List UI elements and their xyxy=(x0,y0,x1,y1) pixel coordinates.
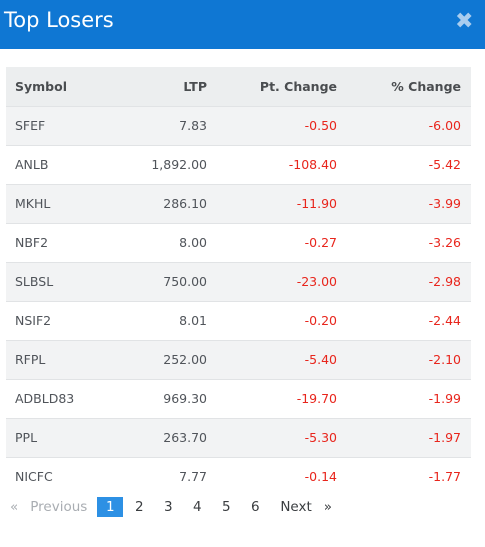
cell-symbol: ANLB xyxy=(15,157,49,172)
column-header-pct-change[interactable]: % Change xyxy=(391,78,461,94)
cell-pct-change: -2.44 xyxy=(428,313,461,328)
table-header-row: Symbol LTP Pt. Change % Change xyxy=(6,67,471,106)
page-4-button[interactable]: 4 xyxy=(193,499,202,515)
cell-symbol: SFEF xyxy=(15,118,46,133)
next-label: Next xyxy=(280,499,312,515)
cell-symbol: PPL xyxy=(15,430,38,445)
cell-symbol: NBF2 xyxy=(15,235,49,250)
cell-pt-change: -5.40 xyxy=(304,352,337,367)
page-3-button[interactable]: 3 xyxy=(164,499,173,515)
cell-pct-change: -2.98 xyxy=(428,274,461,289)
cell-ltp: 263.70 xyxy=(163,430,207,445)
cell-ltp: 1,892.00 xyxy=(151,157,207,172)
cell-ltp: 969.30 xyxy=(163,391,207,406)
table-row[interactable]: SFEF 7.83 -0.50 -6.00 xyxy=(6,106,471,145)
cell-pt-change: -0.14 xyxy=(304,469,337,485)
cell-ltp: 7.77 xyxy=(179,469,207,485)
cell-pt-change: -0.20 xyxy=(304,313,337,328)
cell-pct-change: -1.77 xyxy=(428,469,461,485)
cell-ltp: 8.01 xyxy=(179,313,207,328)
table-row[interactable]: ANLB 1,892.00 -108.40 -5.42 xyxy=(6,145,471,184)
cell-ltp: 286.10 xyxy=(163,196,207,211)
table-row[interactable]: ADBLD83 969.30 -19.70 -1.99 xyxy=(6,379,471,418)
cell-pct-change: -1.97 xyxy=(428,430,461,445)
cell-ltp: 252.00 xyxy=(163,352,207,367)
cell-pct-change: -1.99 xyxy=(428,391,461,406)
top-losers-table-container: Symbol LTP Pt. Change % Change SFEF 7.83 -… xyxy=(6,67,471,496)
cell-pct-change: -5.42 xyxy=(428,157,461,172)
cell-ltp: 8.00 xyxy=(179,235,207,250)
cell-pct-change: -3.26 xyxy=(428,235,461,250)
cell-pt-change: -5.30 xyxy=(304,430,337,445)
cell-ltp: 7.83 xyxy=(179,118,207,133)
cell-pt-change: -0.50 xyxy=(304,118,337,133)
table-row[interactable]: NSIF2 8.01 -0.20 -2.44 xyxy=(6,301,471,340)
cell-pt-change: -19.70 xyxy=(296,391,337,406)
column-header-pt-change[interactable]: Pt. Change xyxy=(259,78,337,94)
cell-symbol: NICFC xyxy=(15,469,53,485)
cell-ltp: 750.00 xyxy=(163,274,207,289)
table-row[interactable]: RFPL 252.00 -5.40 -2.10 xyxy=(6,340,471,379)
previous-label: Previous xyxy=(30,499,88,515)
double-left-arrow-icon: « xyxy=(10,499,19,515)
cell-symbol: NSIF2 xyxy=(15,313,52,328)
table-row[interactable]: SLBSL 750.00 -23.00 -2.98 xyxy=(6,262,471,301)
close-icon[interactable]: ✖ xyxy=(455,8,474,33)
previous-page-button[interactable]: « Previous xyxy=(10,499,87,515)
cell-symbol: MKHL xyxy=(15,196,51,211)
cell-symbol: RFPL xyxy=(15,352,46,367)
cell-pct-change: -2.10 xyxy=(428,352,461,367)
cell-pt-change: -0.27 xyxy=(304,235,337,250)
table-row[interactable]: MKHL 286.10 -11.90 -3.99 xyxy=(6,184,471,223)
cell-pct-change: -3.99 xyxy=(428,196,461,211)
cell-symbol: SLBSL xyxy=(15,274,54,289)
page-5-button[interactable]: 5 xyxy=(222,499,231,515)
column-header-ltp[interactable]: LTP xyxy=(183,78,207,94)
page-1-button[interactable]: 1 xyxy=(97,497,124,517)
top-losers-table: Symbol LTP Pt. Change % Change SFEF 7.83 -… xyxy=(6,67,471,496)
double-right-arrow-icon: » xyxy=(323,499,333,515)
cell-pt-change: -23.00 xyxy=(296,274,337,289)
modal-title: Top Losers xyxy=(4,8,114,32)
table-row[interactable]: NBF2 8.00 -0.27 -3.26 xyxy=(6,223,471,262)
modal-header: Top Losers ✖ xyxy=(0,0,485,49)
page-6-button[interactable]: 6 xyxy=(251,499,260,515)
cell-pt-change: -11.90 xyxy=(296,196,337,211)
column-header-symbol[interactable]: Symbol xyxy=(15,78,67,94)
table-row[interactable]: PPL 263.70 -5.30 -1.97 xyxy=(6,418,471,457)
cell-pct-change: -6.00 xyxy=(428,118,461,133)
page-2-button[interactable]: 2 xyxy=(135,499,144,515)
cell-symbol: ADBLD83 xyxy=(15,391,75,406)
table-row[interactable]: NICFC 7.77 -0.14 -1.77 xyxy=(6,457,471,496)
next-page-button[interactable]: Next » xyxy=(280,499,332,515)
cell-pt-change: -108.40 xyxy=(288,157,337,172)
